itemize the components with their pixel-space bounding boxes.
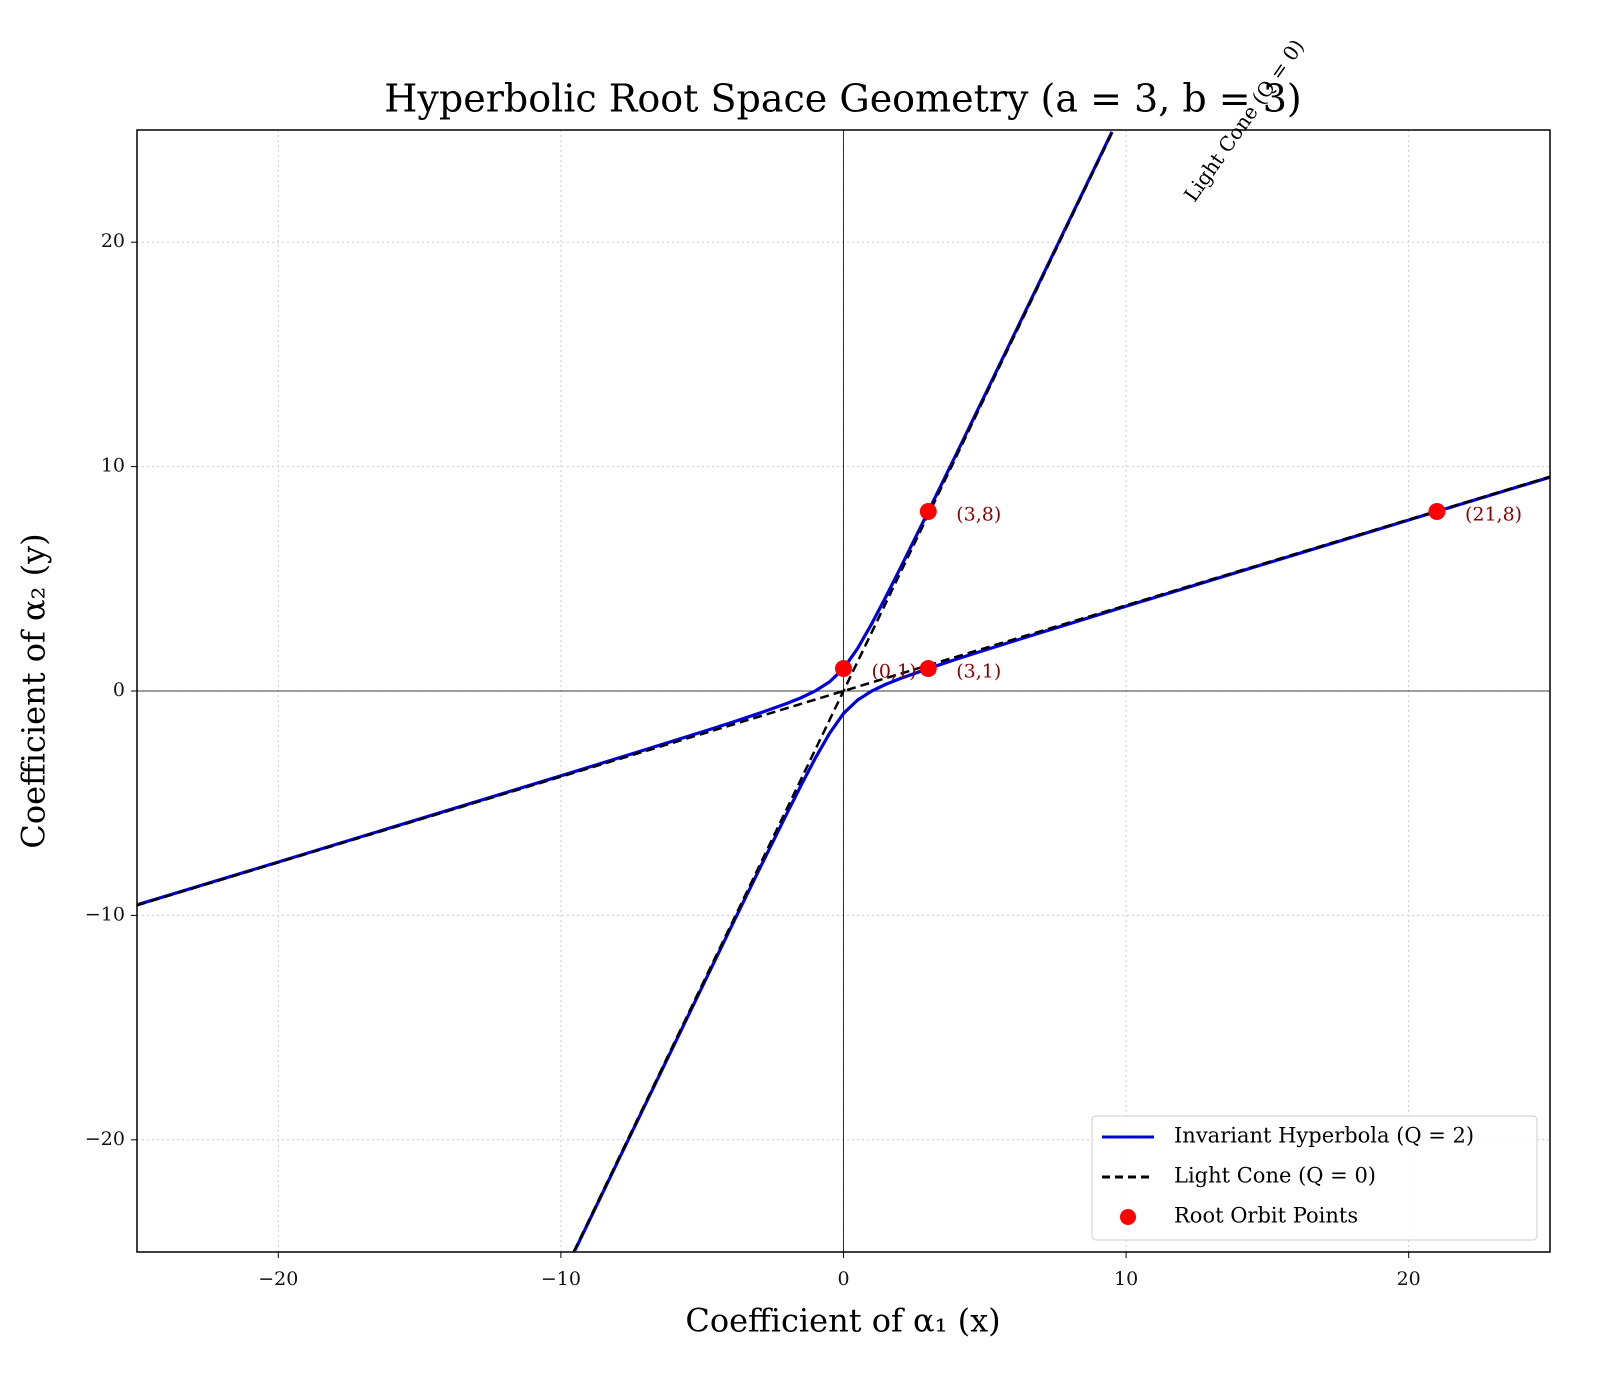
x-tick-label: 0 [837, 1268, 849, 1290]
root-point [919, 660, 937, 678]
x-axis-label: Coefficient of α₁ (x) [685, 1302, 1000, 1340]
x-tick-label: −20 [258, 1268, 298, 1290]
root-point [835, 660, 852, 678]
y-axis-label: Coefficient of α₂ (y) [15, 533, 53, 848]
y-tick-label: 20 [101, 230, 125, 252]
legend-label: Invariant Hyperbola (Q = 2) [1174, 1124, 1474, 1148]
point-label: (0,1) [872, 661, 917, 683]
legend-label: Root Orbit Points [1174, 1204, 1358, 1228]
root-point [919, 502, 937, 520]
light-cone [137, 130, 1550, 1252]
legend: Invariant Hyperbola (Q = 2) Light Cone (Q… [1091, 1115, 1538, 1241]
ticks: −20 −10 0 10 20 −20 −10 0 10 20 [85, 230, 1421, 1290]
y-tick-label: 10 [101, 455, 125, 477]
chart-title: Hyperbolic Root Space Geometry (a = 3, b… [384, 77, 1301, 121]
legend-label: Light Cone (Q = 0) [1174, 1164, 1376, 1188]
y-tick-label: 0 [113, 679, 125, 701]
y-tick-label: −10 [85, 903, 125, 925]
point-label: (3,1) [956, 661, 1001, 683]
legend-marker [1120, 1209, 1136, 1225]
y-tick-label: −20 [85, 1128, 125, 1150]
point-label: (3,8) [956, 503, 1001, 525]
root-point [1428, 502, 1446, 520]
legend-box [1091, 1115, 1538, 1241]
x-tick-label: 10 [1114, 1268, 1138, 1290]
plot-area [137, 130, 1550, 1252]
point-label: (21,8) [1465, 503, 1522, 525]
x-tick-label: −10 [541, 1268, 581, 1290]
x-tick-label: 20 [1397, 1268, 1421, 1290]
